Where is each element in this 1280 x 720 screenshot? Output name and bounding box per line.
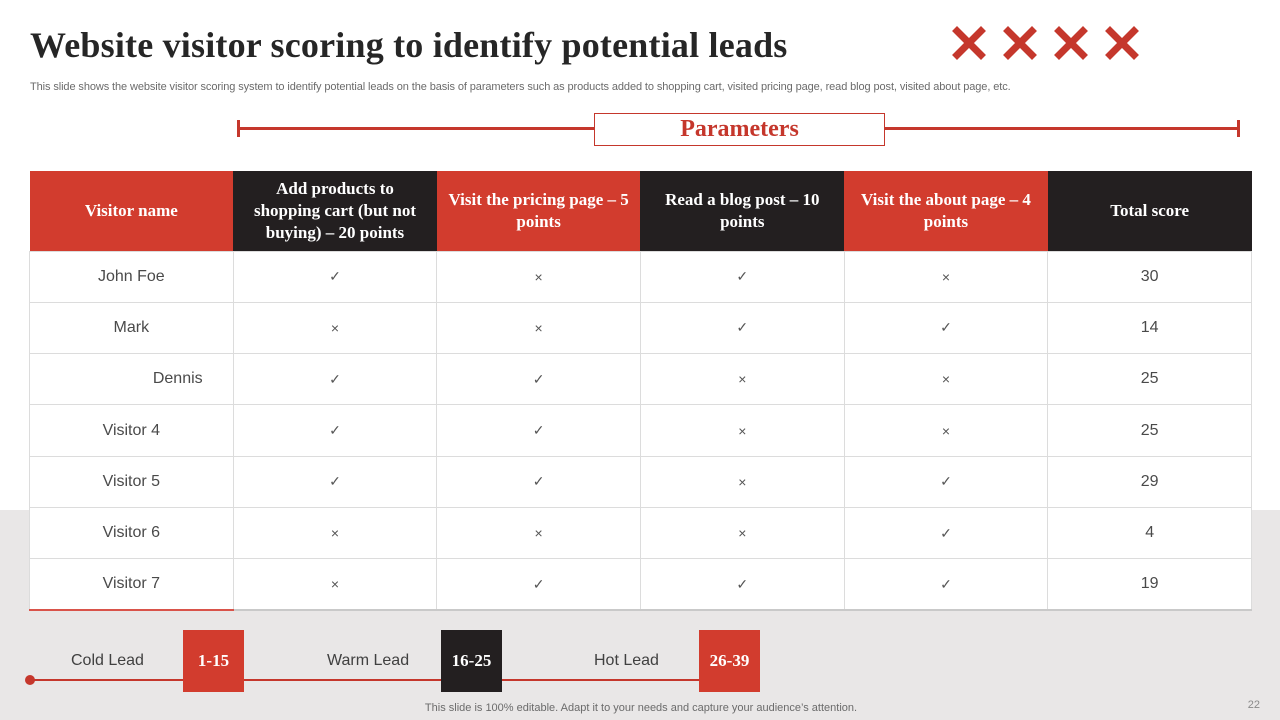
pricing-page-cell: ✓ <box>436 558 641 612</box>
table-row: Visitor 4 ✓ ✓ × × 25 <box>29 404 1252 457</box>
pricing-page-cell: ✓ <box>436 455 641 508</box>
lead-scale-dot <box>25 675 35 685</box>
table-row: Visitor 6 × × × ✓ 4 <box>29 506 1252 560</box>
total-score-cell: 30 <box>1047 250 1252 303</box>
cold-lead-label: Cold Lead <box>71 652 144 669</box>
parameters-bracket-right <box>884 127 1240 130</box>
table-row: Visitor 5 ✓ ✓ × ✓ 29 <box>29 455 1252 508</box>
blog-post-cell: ✓ <box>639 558 845 612</box>
x-mark-icon <box>952 26 986 60</box>
add-to-cart-cell: ✓ <box>232 250 438 303</box>
lead-scale-line <box>30 679 758 681</box>
decorative-x-marks <box>952 26 1139 62</box>
header-visitor-name: Visitor name <box>29 171 234 251</box>
blog-post-cell: ✓ <box>639 301 845 355</box>
parameters-banner: Parameters <box>594 113 885 146</box>
visitor-name-cell: Visitor 6 <box>29 506 234 560</box>
slide-subtitle: This slide shows the website visitor sco… <box>30 81 1011 93</box>
table-row: Visitor 7 × ✓ ✓ ✓ 19 <box>29 558 1252 612</box>
add-to-cart-cell: × <box>232 558 438 612</box>
pricing-page-cell: × <box>436 506 641 560</box>
pricing-page-cell: ✓ <box>436 404 641 457</box>
about-page-cell: ✓ <box>843 455 1049 508</box>
total-score-cell: 14 <box>1047 301 1252 355</box>
hot-lead-range: 26-39 <box>699 630 760 692</box>
table-row: Mark × × ✓ ✓ 14 <box>29 301 1252 355</box>
pricing-page-cell: × <box>436 301 641 355</box>
about-page-cell: × <box>843 404 1049 457</box>
visitor-name-cell: Mark <box>29 301 234 355</box>
table-row: Dennis ✓ ✓ × × 25 <box>29 353 1252 406</box>
cold-lead-range: 1-15 <box>183 630 244 692</box>
about-page-cell: × <box>843 250 1049 303</box>
header-about-page: Visit the about page – 4 points <box>844 171 1048 251</box>
header-add-to-cart: Add products to shopping cart (but not b… <box>233 171 437 251</box>
total-score-cell: 29 <box>1047 455 1252 508</box>
x-mark-icon <box>1105 26 1139 60</box>
visitor-name-cell: Dennis <box>29 353 234 406</box>
warm-lead-label: Warm Lead <box>327 652 410 669</box>
blog-post-cell: × <box>639 353 845 406</box>
total-score-cell: 19 <box>1047 558 1252 612</box>
header-total-score: Total score <box>1047 171 1252 251</box>
slide-title: Website visitor scoring to identify pote… <box>30 25 788 65</box>
x-mark-icon <box>1054 26 1088 60</box>
hot-lead-label: Hot Lead <box>594 652 659 669</box>
page-number: 22 <box>1247 699 1260 711</box>
visitor-scoring-table: Visitor name Add products to shopping ca… <box>29 171 1252 612</box>
about-page-cell: ✓ <box>843 301 1049 355</box>
x-mark-icon <box>1003 26 1037 60</box>
blog-post-cell: × <box>639 506 845 560</box>
visitor-name-cell: Visitor 5 <box>29 455 234 508</box>
footer-note: This slide is 100% editable. Adapt it to… <box>424 702 858 714</box>
visitor-name-cell: Visitor 4 <box>29 404 234 457</box>
add-to-cart-cell: ✓ <box>232 404 438 457</box>
header-pricing-page: Visit the pricing page – 5 points <box>436 171 641 251</box>
total-score-cell: 25 <box>1047 353 1252 406</box>
visitor-name-cell: Visitor 7 <box>29 558 234 612</box>
parameters-bracket-right-cap <box>1237 120 1240 137</box>
about-page-cell: × <box>843 353 1049 406</box>
blog-post-cell: ✓ <box>639 250 845 303</box>
blog-post-cell: × <box>639 404 845 457</box>
parameters-bracket-left <box>237 127 595 130</box>
parameters-label: Parameters <box>680 116 799 142</box>
table-header-row: Visitor name Add products to shopping ca… <box>29 171 1252 251</box>
about-page-cell: ✓ <box>843 506 1049 560</box>
warm-lead-range: 16-25 <box>441 630 502 692</box>
header-blog-post: Read a blog post – 10 points <box>640 171 845 251</box>
add-to-cart-cell: × <box>232 301 438 355</box>
pricing-page-cell: × <box>436 250 641 303</box>
table-row: John Foe ✓ × ✓ × 30 <box>29 250 1252 303</box>
about-page-cell: ✓ <box>843 558 1049 612</box>
add-to-cart-cell: × <box>232 506 438 560</box>
total-score-cell: 4 <box>1047 506 1252 560</box>
blog-post-cell: × <box>639 455 845 508</box>
total-score-cell: 25 <box>1047 404 1252 457</box>
pricing-page-cell: ✓ <box>436 353 641 406</box>
add-to-cart-cell: ✓ <box>232 455 438 508</box>
add-to-cart-cell: ✓ <box>232 353 438 406</box>
visitor-name-cell: John Foe <box>29 250 234 303</box>
